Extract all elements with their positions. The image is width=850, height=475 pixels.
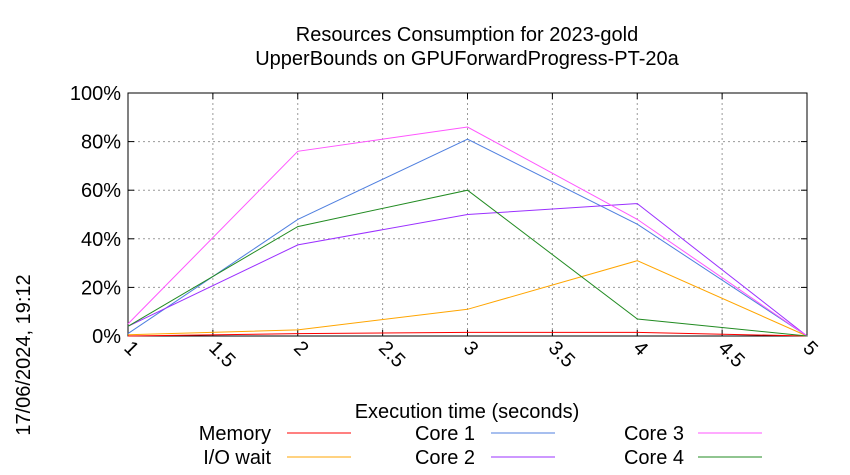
x-tick-label: 3 bbox=[459, 337, 482, 360]
x-tick-label: 3.5 bbox=[544, 337, 579, 372]
series-line-core-3 bbox=[127, 126, 808, 337]
y-tick-label: 20% bbox=[81, 277, 121, 299]
series-line-core-2 bbox=[127, 203, 808, 337]
chart-title: Resources Consumption for 2023-gold bbox=[296, 24, 638, 46]
x-tick-label: 4.5 bbox=[714, 337, 749, 372]
y-tick-label: 0% bbox=[92, 326, 121, 348]
y-tick-label: 40% bbox=[81, 229, 121, 251]
series-line-core-1 bbox=[127, 138, 808, 337]
y-tick-label: 100% bbox=[70, 83, 121, 105]
chart-subtitle: UpperBounds on GPUForwardProgress-PT-20a bbox=[255, 48, 679, 70]
legend-label-core-2: Core 2 bbox=[415, 447, 475, 469]
legend-label-i-o-wait: I/O wait bbox=[203, 447, 271, 469]
x-tick-label: 1 bbox=[119, 337, 142, 360]
series-line-core-4 bbox=[127, 189, 808, 337]
grid bbox=[128, 93, 807, 336]
legend-label-core-3: Core 3 bbox=[624, 423, 684, 445]
y-axis: 0% 20% 40% 60% 80% 100% bbox=[70, 83, 807, 348]
x-axis-label: Execution time (seconds) bbox=[355, 401, 580, 423]
legend-label-core-1: Core 1 bbox=[415, 423, 475, 445]
series-line-memory bbox=[127, 331, 808, 337]
y-tick-label: 80% bbox=[81, 132, 121, 154]
series-line-i-o-wait bbox=[127, 260, 808, 337]
y-tick-label: 60% bbox=[81, 180, 121, 202]
legend-label-memory: Memory bbox=[199, 423, 271, 445]
x-axis: 1 1.5 2 2.5 3 3.5 4 4.5 5 bbox=[119, 93, 822, 372]
x-tick-label: 5 bbox=[798, 337, 821, 360]
x-tick-label: 1.5 bbox=[204, 337, 239, 372]
x-tick-label: 2 bbox=[289, 337, 312, 360]
timestamp-label: 17/06/2024, 19:12 bbox=[13, 274, 35, 435]
legend-label-core-4: Core 4 bbox=[624, 447, 684, 469]
series-lines bbox=[127, 126, 808, 337]
x-tick-label: 4 bbox=[629, 337, 652, 360]
x-tick-label: 2.5 bbox=[374, 337, 409, 372]
